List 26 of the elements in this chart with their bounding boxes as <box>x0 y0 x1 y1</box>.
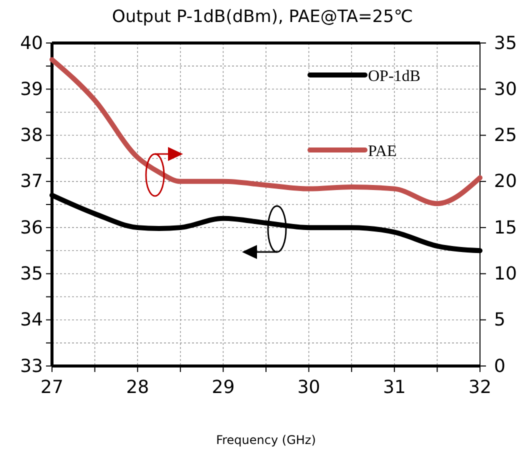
y2-tick-label: 25 <box>494 125 517 146</box>
y2-tick-label: 15 <box>494 217 517 238</box>
legend-label: OP-1dB <box>368 68 420 85</box>
y-tick-label: 38 <box>20 125 43 146</box>
x-tick-label: 30 <box>297 376 320 398</box>
y-tick-label: 34 <box>20 310 43 331</box>
y2-tick-label: 35 <box>494 32 517 54</box>
y-tick-label: 40 <box>20 32 43 54</box>
y2-tick-label: 0 <box>494 356 506 377</box>
y2-tick-label: 5 <box>494 310 506 331</box>
chart-title: Output P-1dB(dBm), PAE@TA=25℃ <box>112 7 414 27</box>
y-tick-label: 37 <box>20 171 43 192</box>
y-tick-label: 35 <box>20 263 43 284</box>
y-tick-label: 36 <box>20 217 43 238</box>
x-tick-label: 28 <box>126 376 150 398</box>
y2-tick-label: 30 <box>494 78 517 100</box>
x-tick-label: 31 <box>382 376 406 398</box>
x-tick-label: 29 <box>212 376 235 398</box>
x-tick-label: 32 <box>468 376 492 398</box>
y2-tick-label: 10 <box>494 263 517 284</box>
legend-label: PAE <box>368 143 397 160</box>
y-tick-label: 33 <box>20 356 43 377</box>
x-axis-title: Frequency (GHz) <box>216 433 316 447</box>
y2-tick-label: 20 <box>494 171 517 192</box>
y-tick-label: 39 <box>20 78 43 100</box>
x-tick-label: 27 <box>40 376 64 398</box>
